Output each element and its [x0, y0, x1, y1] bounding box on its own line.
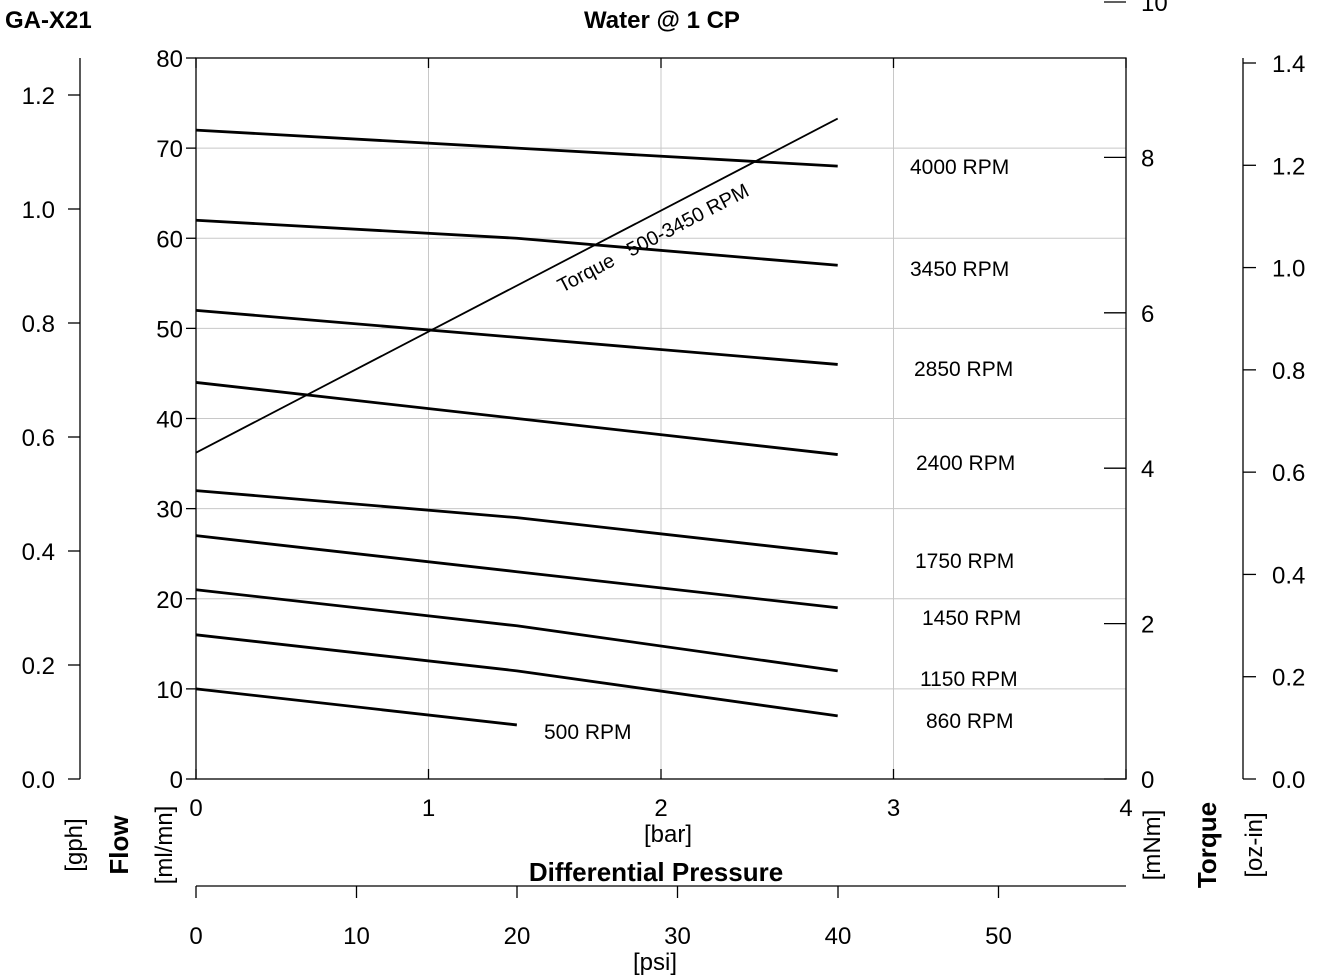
rpm-curve-label: 2400 RPM	[916, 452, 1015, 475]
rpm-curve-label: 500 RPM	[544, 721, 632, 744]
x-tick-label-bar: 4	[1119, 795, 1132, 822]
ozin-tick-label: 1.2	[1272, 153, 1305, 180]
x-units-bar: [bar]	[644, 821, 692, 848]
series-layer	[195, 117, 839, 727]
torque-tick-label: 0	[1141, 767, 1154, 794]
torque-axis-title: Torque	[1192, 802, 1222, 888]
model-label: GA-X21	[5, 7, 92, 34]
ozin-units: [oz-in]	[1241, 812, 1268, 877]
rpm-curve	[195, 381, 838, 456]
x-tick-label-bar: 1	[422, 795, 435, 822]
rpm-curve	[195, 687, 518, 727]
torque-tick-label: 10	[1141, 0, 1168, 17]
rpm-curve-label: 1150 RPM	[920, 668, 1018, 691]
psi-tick-label: 0	[189, 923, 202, 950]
ozin-tick-label: 0.4	[1272, 562, 1305, 589]
rpm-curve-label: 1450 RPM	[922, 607, 1021, 630]
rpm-curve	[195, 633, 838, 718]
x-units-psi: [psi]	[633, 949, 677, 976]
ozin-tick-label: 0.0	[1272, 767, 1305, 794]
psi-tick-label: 50	[985, 923, 1012, 950]
rpm-curve	[195, 128, 838, 168]
torque-tick-label: 8	[1141, 145, 1154, 172]
rpm-curve	[195, 218, 838, 267]
rpm-curve	[195, 308, 838, 366]
rpm-curve	[195, 534, 838, 610]
flow-tick-label: 10	[156, 677, 183, 704]
ozin-tick-label: 0.8	[1272, 358, 1305, 385]
flow-tick-label: 20	[156, 587, 183, 614]
flow-tick-label: 50	[156, 316, 183, 343]
flow-tick-label: 80	[156, 46, 183, 73]
rpm-curve-label: 1750 RPM	[915, 550, 1014, 573]
flow-tick-label: 30	[156, 497, 183, 524]
axes-layer: 0 1 2 3 4010203040506070800.00.20.40.60.81.0…	[22, 0, 1306, 950]
ozin-tick-label: 1.4	[1272, 51, 1305, 78]
gph-tick-label: 0.2	[22, 653, 55, 680]
psi-tick-label: 10	[343, 923, 370, 950]
x-tick-label-bar: 3	[887, 795, 900, 822]
torque-units: [mNm]	[1139, 810, 1166, 881]
flow-tick-label: 0	[170, 767, 183, 794]
chart-title: Water @ 1 CP	[584, 7, 740, 34]
psi-tick-label: 20	[504, 923, 531, 950]
grid-layer	[196, 58, 1126, 779]
gph-units: [gph]	[61, 818, 88, 871]
psi-tick-label: 30	[664, 923, 691, 950]
x-tick-label-bar: 2	[654, 795, 667, 822]
flow-tick-label: 40	[156, 407, 183, 434]
flow-tick-label: 60	[156, 226, 183, 253]
x-tick-label-bar: 0	[189, 795, 202, 822]
ozin-tick-label: 0.2	[1272, 665, 1305, 692]
rpm-curve-label: 860 RPM	[926, 710, 1014, 733]
ozin-tick-label: 1.0	[1272, 256, 1305, 283]
torque-tick-label: 6	[1141, 301, 1154, 328]
flow-axis-title: Flow	[104, 815, 134, 875]
gph-tick-label: 0.4	[22, 539, 55, 566]
gph-tick-label: 1.2	[22, 83, 55, 110]
gph-tick-label: 0.8	[22, 311, 55, 338]
rpm-curve-label: 4000 RPM	[910, 156, 1009, 179]
rpm-curve-label: 2850 RPM	[914, 358, 1013, 381]
psi-tick-label: 40	[825, 923, 852, 950]
ozin-tick-label: 0.6	[1272, 460, 1305, 487]
torque-tick-label: 2	[1141, 612, 1154, 639]
gph-tick-label: 0.6	[22, 425, 55, 452]
torque-line	[195, 117, 839, 454]
x-axis-title: Differential Pressure	[529, 857, 783, 887]
flow-units: [ml/mn]	[151, 806, 178, 885]
gph-tick-label: 1.0	[22, 197, 55, 224]
rpm-curve	[195, 489, 838, 556]
rpm-curve-label: 3450 RPM	[910, 258, 1009, 281]
torque-tick-label: 4	[1141, 456, 1154, 483]
rpm-curve	[195, 588, 838, 673]
flow-tick-label: 70	[156, 136, 183, 163]
gph-tick-label: 0.0	[22, 767, 55, 794]
